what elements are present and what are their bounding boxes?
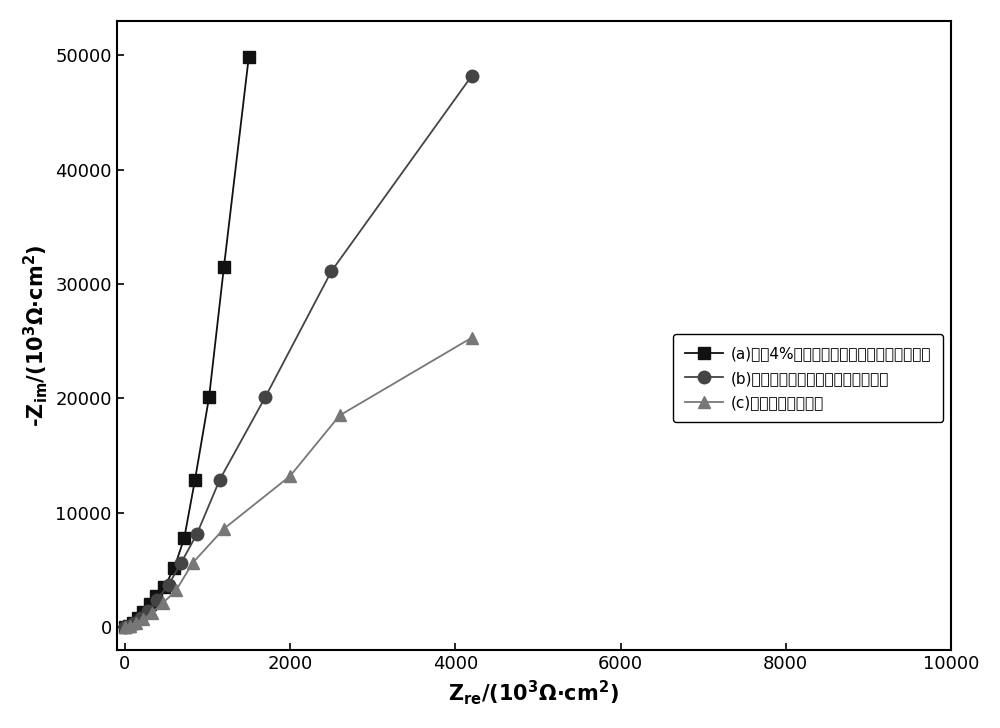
(b)添加磷酸钓水剂型阴极钉筋阻锈剂 <box>175 558 187 567</box>
(c)不添加钉筋阻锈剂 <box>124 622 136 630</box>
(b)添加磷酸钓水剂型阴极钉筋阻锈剂 <box>142 606 154 615</box>
(b)添加磷酸钓水剂型阴极钉筋阻锈剂 <box>123 622 135 630</box>
(b)添加磷酸钓水剂型阴极钉筋阻锈剂 <box>135 614 147 623</box>
Line: (a)添加4%长链生物核酸的复合型钉筋阻锈剂: (a)添加4%长链生物核酸的复合型钉筋阻锈剂 <box>119 52 254 633</box>
(a)添加4%长链生物核酸的复合型钉筋阻锈剂 <box>168 563 180 572</box>
(c)不添加钉筋阻锈剂 <box>334 411 346 420</box>
(c)不添加钉筋阻锈剂 <box>466 333 478 342</box>
Line: (c)不添加钉筋阻锈剂: (c)不添加钉筋阻锈剂 <box>119 332 477 633</box>
(b)添加磷酸钓水剂型阴极钉筋阻锈剂 <box>325 267 337 276</box>
(a)添加4%长链生物核酸的复合型钉筋阻锈剂 <box>144 600 156 609</box>
(a)添加4%长链生物核酸的复合型钉筋阻锈剂 <box>150 592 162 601</box>
(c)不添加钉筋阻锈剂 <box>146 609 158 617</box>
(c)不添加钉筋阻锈剂 <box>218 524 230 533</box>
(a)添加4%长链生物核酸的复合型钉筋阻锈剂 <box>132 614 144 623</box>
(c)不添加钉筋阻锈剂 <box>119 622 131 631</box>
Legend: (a)添加4%长链生物核酸的复合型钉筋阻锈剂, (b)添加磷酸钓水剂型阴极钉筋阻锈剂, (c)不添加钉筋阻锈剂: (a)添加4%长链生物核酸的复合型钉筋阻锈剂, (b)添加磷酸钓水剂型阴极钉筋阻… <box>673 334 943 422</box>
(a)添加4%长链生物核酸的复合型钉筋阻锈剂 <box>203 393 215 402</box>
(c)不添加钉筋阻锈剂 <box>137 614 149 623</box>
(a)添加4%长链生物核酸的复合型钉筋阻锈剂 <box>218 262 230 271</box>
(c)不添加钉筋阻锈剂 <box>284 472 296 480</box>
Line: (b)添加磷酸钓水剂型阴极钉筋阻锈剂: (b)添加磷酸钓水剂型阴极钉筋阻锈剂 <box>119 69 478 633</box>
(c)不添加钉筋阻锈剂 <box>187 558 199 567</box>
(b)添加磷酸钓水剂型阴极钉筋阻锈剂 <box>191 530 203 539</box>
(b)添加磷酸钓水剂型阴极钉筋阻锈剂 <box>119 622 131 631</box>
(b)添加磷酸钓水剂型阴极钉筋阻锈剂 <box>151 596 163 604</box>
(c)不添加钉筋阻锈剂 <box>130 619 142 628</box>
(b)添加磷酸钓水剂型阴极钉筋阻锈剂 <box>128 619 140 628</box>
X-axis label: Z$_\mathregular{re}$/(10$^\mathregular{3}$Ω·cm$^\mathregular{2}$): Z$_\mathregular{re}$/(10$^\mathregular{3… <box>448 678 619 707</box>
(b)添加磷酸钓水剂型阴极钉筋阻锈剂 <box>466 71 478 80</box>
(b)添加磷酸钓水剂型阴极钉筋阻锈剂 <box>214 475 226 484</box>
(a)添加4%长链生物核酸的复合型钉筋阻锈剂 <box>189 475 201 484</box>
(a)添加4%长链生物核酸的复合型钉筋阻锈剂 <box>123 622 135 630</box>
(a)添加4%长链生物核酸的复合型钉筋阻锈剂 <box>119 622 131 631</box>
(c)不添加钉筋阻锈剂 <box>157 598 169 607</box>
Y-axis label: -Z$_\mathregular{im}$/(10$^\mathregular{3}$Ω·cm$^\mathregular{2}$): -Z$_\mathregular{im}$/(10$^\mathregular{… <box>21 244 50 427</box>
(a)添加4%长链生物核酸的复合型钉筋阻锈剂 <box>178 534 190 542</box>
(a)添加4%长链生物核酸的复合型钉筋阻锈剂 <box>127 619 139 628</box>
(b)添加磷酸钓水剂型阴极钉筋阻锈剂 <box>259 393 271 402</box>
(a)添加4%长链生物核酸的复合型钉筋阻锈剂 <box>158 582 170 591</box>
(c)不添加钉筋阻锈剂 <box>170 586 182 595</box>
(a)添加4%长链生物核酸的复合型钉筋阻锈剂 <box>243 53 255 62</box>
(b)添加磷酸钓水剂型阴极钉筋阻锈剂 <box>163 580 175 589</box>
(a)添加4%长链生物核酸的复合型钉筋阻锈剂 <box>137 608 149 617</box>
